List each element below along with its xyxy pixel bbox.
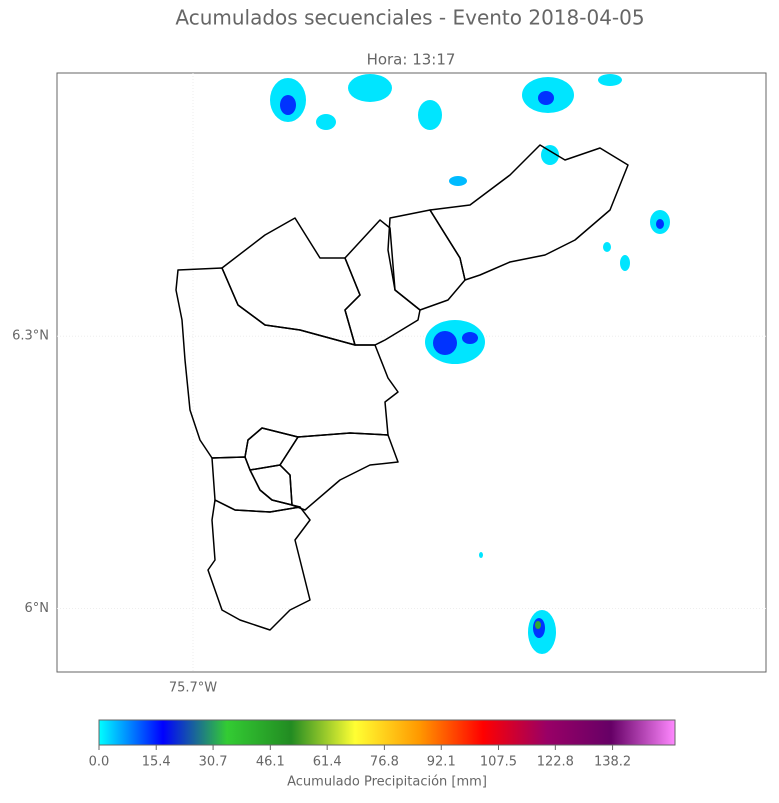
colorbar-tick-label: 0.0	[89, 755, 110, 770]
subtitle: Hora: 13:17	[367, 51, 456, 69]
rain-cell	[348, 74, 392, 102]
colorbar-tick-label: 107.5	[480, 755, 517, 770]
boundary	[344, 219, 421, 346]
colorbar-tick-label: 92.1	[427, 755, 456, 770]
rain-cell	[462, 332, 478, 344]
rain-cell	[280, 95, 296, 115]
precipitation	[270, 74, 670, 654]
colorbar-label: Acumulado Precipitación [mm]	[287, 775, 487, 790]
title: Acumulados secuenciales - Evento 2018-04…	[175, 6, 644, 30]
rain-cell	[656, 219, 664, 229]
x-tick-label: 75.7°W	[169, 681, 217, 696]
rain-cell	[479, 552, 483, 558]
colorbar-tick-label: 15.4	[142, 755, 171, 770]
rain-cell	[541, 145, 559, 165]
boundary	[249, 464, 293, 506]
colorbar-tick-label: 30.7	[199, 755, 228, 770]
colorbar-tick-label: 61.4	[313, 755, 342, 770]
map-frame	[56, 72, 767, 673]
colorbar-tick-label: 138.2	[594, 755, 631, 770]
boundary	[429, 144, 629, 281]
rain-cell	[620, 255, 630, 271]
rain-cell	[535, 621, 541, 629]
colorbar	[98, 719, 676, 746]
rain-cell	[418, 100, 442, 130]
y-tick-label: 6°N	[25, 601, 50, 616]
colorbar-tick-label: 122.8	[537, 755, 574, 770]
rain-cell	[316, 114, 336, 130]
boundary	[207, 499, 311, 631]
colorbar-tick-label: 46.1	[256, 755, 285, 770]
colorbar-tick-label: 76.8	[370, 755, 399, 770]
rain-cell	[449, 176, 467, 186]
grid	[57, 73, 766, 672]
rain-cell	[598, 74, 622, 86]
y-tick-label: 6.3°N	[12, 329, 49, 344]
boundaries	[175, 144, 629, 631]
rain-cell	[433, 331, 457, 355]
rain-cell	[603, 242, 611, 252]
rain-cell	[538, 91, 554, 105]
